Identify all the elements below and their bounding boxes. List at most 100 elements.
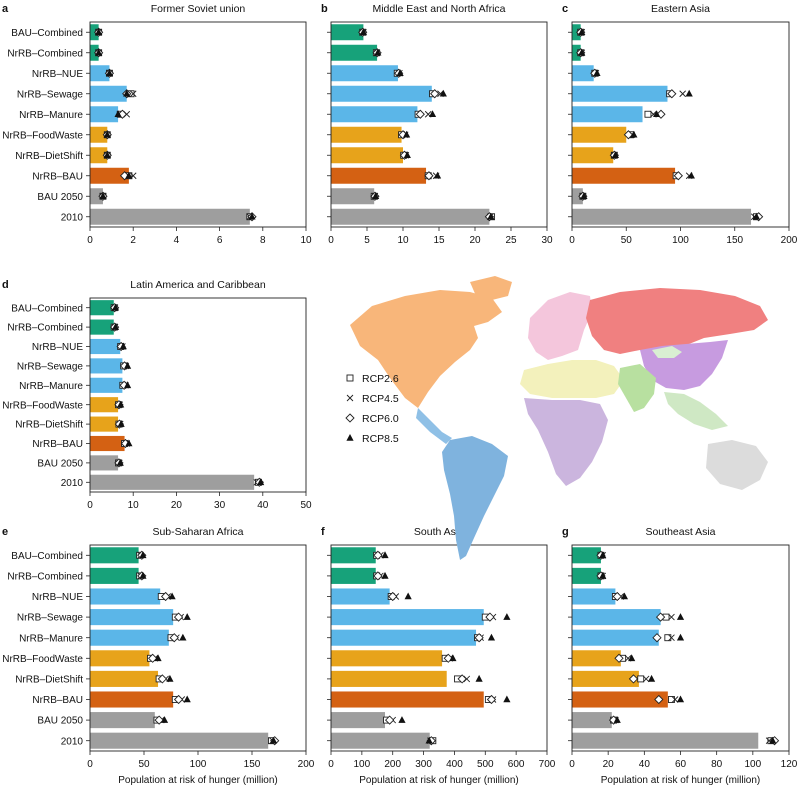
bar-0 [331,24,364,41]
marker-RCP85-5 [449,654,457,662]
legend: RCP2.6 RCP4.5 RCP6.0 RCP8.5 [345,373,399,445]
marker-RCP45-4 [668,634,675,642]
marker-RCP85-3 [123,361,132,369]
bar-1 [572,567,601,584]
x-tick-label: 50 [138,759,150,770]
world-regions-map-icon [350,276,768,560]
marker-RCP85-6 [166,674,174,682]
category-label: NrRB–NUE [32,342,83,353]
map-region-mena [520,360,624,398]
category-label: BAU–Combined [11,551,83,562]
marker-RCP60-5 [148,653,158,663]
marker-RCP85-8 [372,192,380,200]
bar-4 [572,629,659,646]
x-tick-label: 0 [328,235,334,246]
marker-RCP60-5 [614,653,624,663]
marker-RCP26-4 [644,110,652,118]
marker-RCP85-6 [475,674,483,682]
marker-RCP85-7 [676,695,685,703]
marker-RCP85-3 [685,89,693,97]
bar-1 [90,567,139,584]
bar-0 [90,300,114,316]
bar-6 [90,670,159,687]
map-region-central-america [416,408,452,444]
map-region-central-asia [652,346,682,358]
category-label: BAU 2050 [37,459,83,470]
bar-3 [572,85,668,102]
bar-0 [572,547,601,564]
marker-RCP60-3 [173,612,184,622]
marker-RCP60-2 [388,591,398,602]
x-tick-label: 100 [354,759,371,770]
marker-RCP85-9 [487,212,495,220]
bar-9 [331,732,430,749]
bar-4 [331,106,418,123]
bar-8 [331,188,375,205]
marker-RCP85-0 [599,551,607,559]
map-region-south-asia [618,364,656,412]
marker-RCP85-4 [428,110,437,118]
marker-RCP26-6 [637,675,645,683]
x-tick-label: 100 [190,759,207,770]
x-tick-label: 200 [384,759,401,770]
bar-1 [90,319,114,335]
panel-title: Middle East and North Africa [372,3,505,15]
marker-RCP60-0 [373,550,383,560]
bar-7 [90,167,129,184]
marker-RCP60-2 [160,591,171,602]
marker-RCP60-2 [612,591,622,602]
bar-2 [572,588,616,605]
x-tick-label: 0 [87,759,93,770]
marker-RCP45-3 [129,90,137,98]
marker-RCP60-3 [655,612,666,622]
bar-9 [572,732,759,749]
x-axis-label: Population at risk of hunger (million) [601,775,761,786]
marker-RCP60-8 [384,715,395,725]
bar-2 [331,588,390,605]
marker-RCP85-1 [111,323,120,330]
x-tick-label: 200 [298,759,315,770]
marker-RCP85-1 [578,48,586,56]
panel-letter: e [2,526,8,538]
marker-RCP60-3 [430,89,440,99]
marker-RCP85-5 [103,130,111,138]
category-label: NrRB–FoodWaste [2,130,83,141]
panel-title: Sub-Saharan Africa [152,526,243,538]
marker-RCP85-7 [503,695,511,703]
x-tick-label: 6 [217,235,223,246]
category-label: NrRB–BAU [32,695,83,706]
map-region-south-america [442,436,508,560]
marker-RCP85-2 [620,592,629,600]
bar-4 [90,106,119,123]
category-label: NrRB–Sewage [17,362,84,373]
marker-RCP60-4 [169,633,179,643]
category-label: NrRB–DietShift [15,675,83,686]
bar-8 [90,712,155,729]
marker-RCP85-2 [168,592,176,600]
marker-RCP85-0 [381,551,389,559]
x-tick-label: 40 [257,500,269,511]
panel-frame [89,297,307,493]
bar-6 [572,147,614,164]
x-tick-label: 300 [415,759,432,770]
bar-8 [331,712,385,729]
x-tick-label: 4 [174,235,180,246]
bar-9 [90,732,269,749]
bar-2 [331,65,398,82]
marker-RCP85-4 [487,633,496,641]
panel-letter: d [2,279,9,291]
bar-5 [331,126,402,143]
category-label: NrRB–Manure [19,381,83,392]
bar-9 [90,474,255,490]
legend-label: RCP2.6 [362,373,399,385]
bar-9 [90,208,250,225]
marker-RCP85-2 [396,69,404,77]
legend-marker-x [346,394,354,402]
category-label: BAU 2050 [37,192,83,203]
bar-5 [90,650,150,667]
marker-RCP85-2 [593,69,601,77]
x-tick-label: 15 [433,235,445,246]
bar-4 [90,629,169,646]
category-label: BAU–Combined [11,28,83,39]
marker-RCP85-6 [611,151,619,159]
